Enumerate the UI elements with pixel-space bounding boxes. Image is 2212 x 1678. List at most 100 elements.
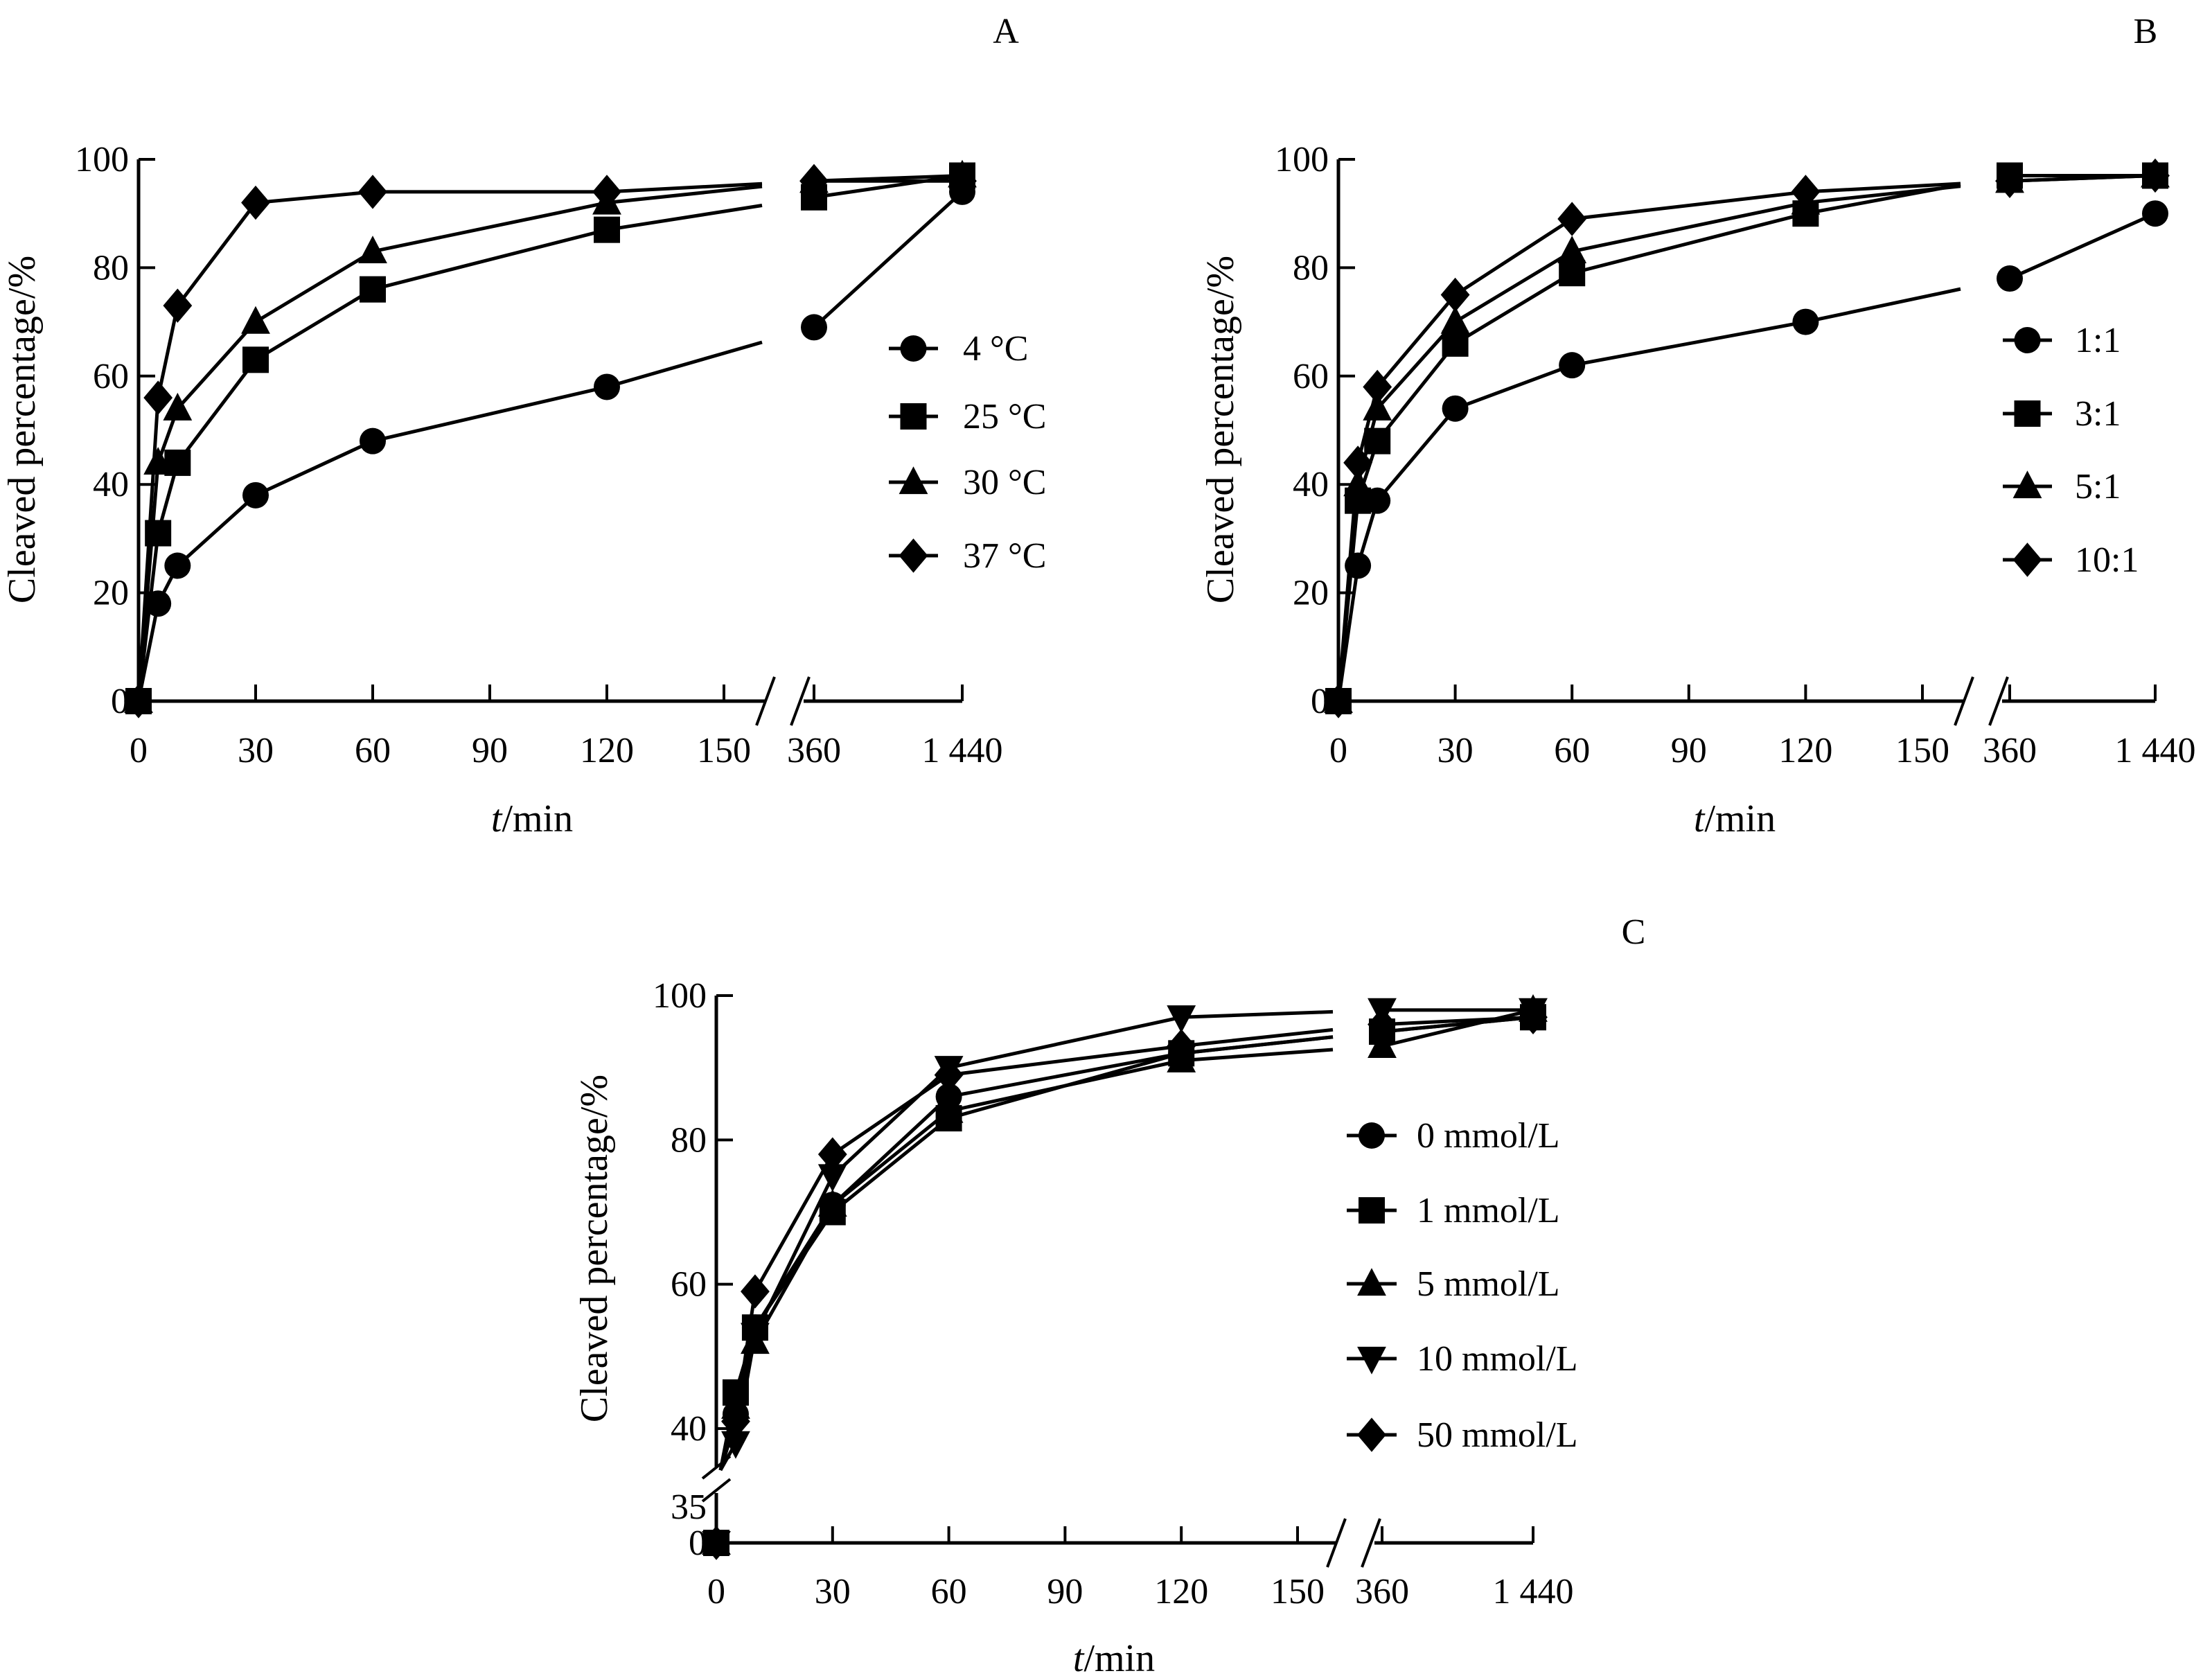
x-axis-break-mark	[1361, 1518, 1381, 1568]
legend-item: 5:1	[2003, 467, 2121, 506]
x-tick-label: 30	[815, 1572, 851, 1611]
legend-marker-icon	[900, 403, 927, 430]
legend-label: 5 mmol/L	[1417, 1264, 1560, 1304]
legend-label: 25 °C	[963, 397, 1046, 436]
x-tick-label: 90	[1047, 1572, 1083, 1611]
series-line	[718, 1035, 1334, 1471]
data-point	[360, 276, 386, 303]
x-axis-title-variable: t	[1073, 1637, 1085, 1678]
series-4	[124, 164, 977, 718]
legend-item: 1 mmol/L	[1347, 1191, 1560, 1230]
data-point	[358, 236, 387, 264]
chart-panel-B: B0 30 60 90 120 150 360 1 440020406080100t/minC…	[1199, 12, 2196, 840]
legend-label: 37 °C	[963, 536, 1046, 576]
series-line	[718, 1035, 1334, 1471]
series-line-right	[813, 191, 964, 329]
legend-item: 3:1	[2003, 394, 2121, 434]
legend-marker-icon	[1359, 1197, 1385, 1224]
data-point	[1557, 236, 1587, 264]
data-point	[934, 1095, 964, 1123]
data-point	[242, 482, 269, 509]
legend-item: 37 °C	[889, 536, 1046, 576]
data-point	[1559, 260, 1586, 287]
legend-item: 50 mmol/L	[1347, 1415, 1578, 1455]
series-2	[125, 162, 975, 714]
x-axis-break-mark	[1988, 676, 2009, 726]
series-line	[1336, 183, 1961, 702]
data-point	[594, 216, 620, 243]
legend-marker-icon	[2012, 542, 2042, 577]
legend-marker-icon	[1357, 1418, 1386, 1452]
data-point	[1997, 265, 2023, 292]
series-line	[1336, 287, 1961, 702]
x-tick-label: 150	[1895, 731, 1949, 770]
x-tick-label: 120	[1154, 1572, 1208, 1611]
x-tick-label: 60	[931, 1572, 967, 1611]
y-axis-title: Cleaved percentage/%	[1, 256, 44, 603]
y-tick-label: 40	[1293, 465, 1329, 504]
y-tick-label: 60	[1293, 357, 1329, 396]
data-point	[934, 1057, 964, 1093]
y-tick-label: 80	[671, 1120, 707, 1160]
x-axis-break-mark	[790, 676, 811, 726]
legend-marker-icon	[2012, 470, 2042, 499]
legend-marker-icon	[1357, 1346, 1386, 1375]
data-point	[2141, 158, 2170, 193]
data-point	[1442, 395, 1469, 422]
y-tick-label: 100	[75, 140, 129, 179]
x-axis-title: t/min	[1694, 797, 1776, 840]
y-tick-label: 60	[671, 1265, 707, 1305]
x-tick-label: 360	[1983, 731, 2037, 770]
data-point	[817, 1164, 847, 1192]
data-point	[817, 1189, 847, 1217]
x-axis-break-mark	[755, 676, 776, 726]
x-tick-label: 60	[355, 731, 391, 770]
legend-item: 1:1	[2003, 321, 2121, 360]
legend-label: 5:1	[2075, 467, 2121, 506]
x-axis-break-mark	[1326, 1518, 1347, 1568]
data-point	[801, 314, 827, 341]
data-point	[1343, 445, 1372, 480]
legend-marker-icon	[899, 466, 928, 495]
legend-item: 0 mmol/L	[1347, 1116, 1560, 1156]
series-4	[1324, 158, 2170, 718]
data-point	[592, 175, 621, 209]
x-tick-label: 1 440	[2115, 731, 2196, 770]
data-point	[241, 306, 270, 334]
series-line	[1336, 182, 1961, 702]
data-point	[721, 1404, 750, 1439]
x-axis-title: t/min	[1073, 1637, 1155, 1678]
data-point	[948, 164, 977, 198]
data-point	[241, 185, 270, 220]
x-tick-label: 0	[1329, 731, 1347, 770]
legend-label: 10:1	[2075, 540, 2139, 580]
y-tick-label: 100	[653, 976, 707, 1016]
legend-label: 50 mmol/L	[1417, 1415, 1578, 1455]
x-tick-label: 0	[707, 1572, 725, 1611]
x-tick-label: 30	[1437, 731, 1474, 770]
x-tick-label: 60	[1554, 731, 1590, 770]
data-point	[1167, 1005, 1196, 1034]
legend-marker-icon	[900, 335, 927, 362]
legend-marker-icon	[2014, 327, 2041, 353]
legend-label: 3:1	[2075, 394, 2121, 434]
y-tick-label: 100	[1275, 140, 1329, 179]
y-tick-label: 80	[93, 248, 129, 288]
chart-panel-A: A0 30 60 90 120 150 360 1 440020406080100t/minC…	[1, 12, 1046, 840]
panel-label: B	[2134, 12, 2158, 51]
x-tick-label: 360	[1355, 1572, 1409, 1611]
legend-item: 30 °C	[889, 463, 1046, 502]
y-tick-label: 20	[1293, 574, 1329, 613]
data-point	[1559, 352, 1586, 379]
data-point	[2142, 200, 2168, 227]
legend-label: 4 °C	[963, 329, 1028, 369]
data-point	[799, 164, 829, 198]
series-line	[136, 340, 763, 702]
panel-label: C	[1622, 912, 1646, 952]
x-axis-title: t/min	[491, 797, 573, 840]
series-3	[1324, 159, 2170, 714]
series-line-right	[2008, 211, 2157, 281]
legend-item: 25 °C	[889, 397, 1046, 436]
series-line	[136, 182, 763, 702]
data-point	[1368, 1007, 1397, 1042]
